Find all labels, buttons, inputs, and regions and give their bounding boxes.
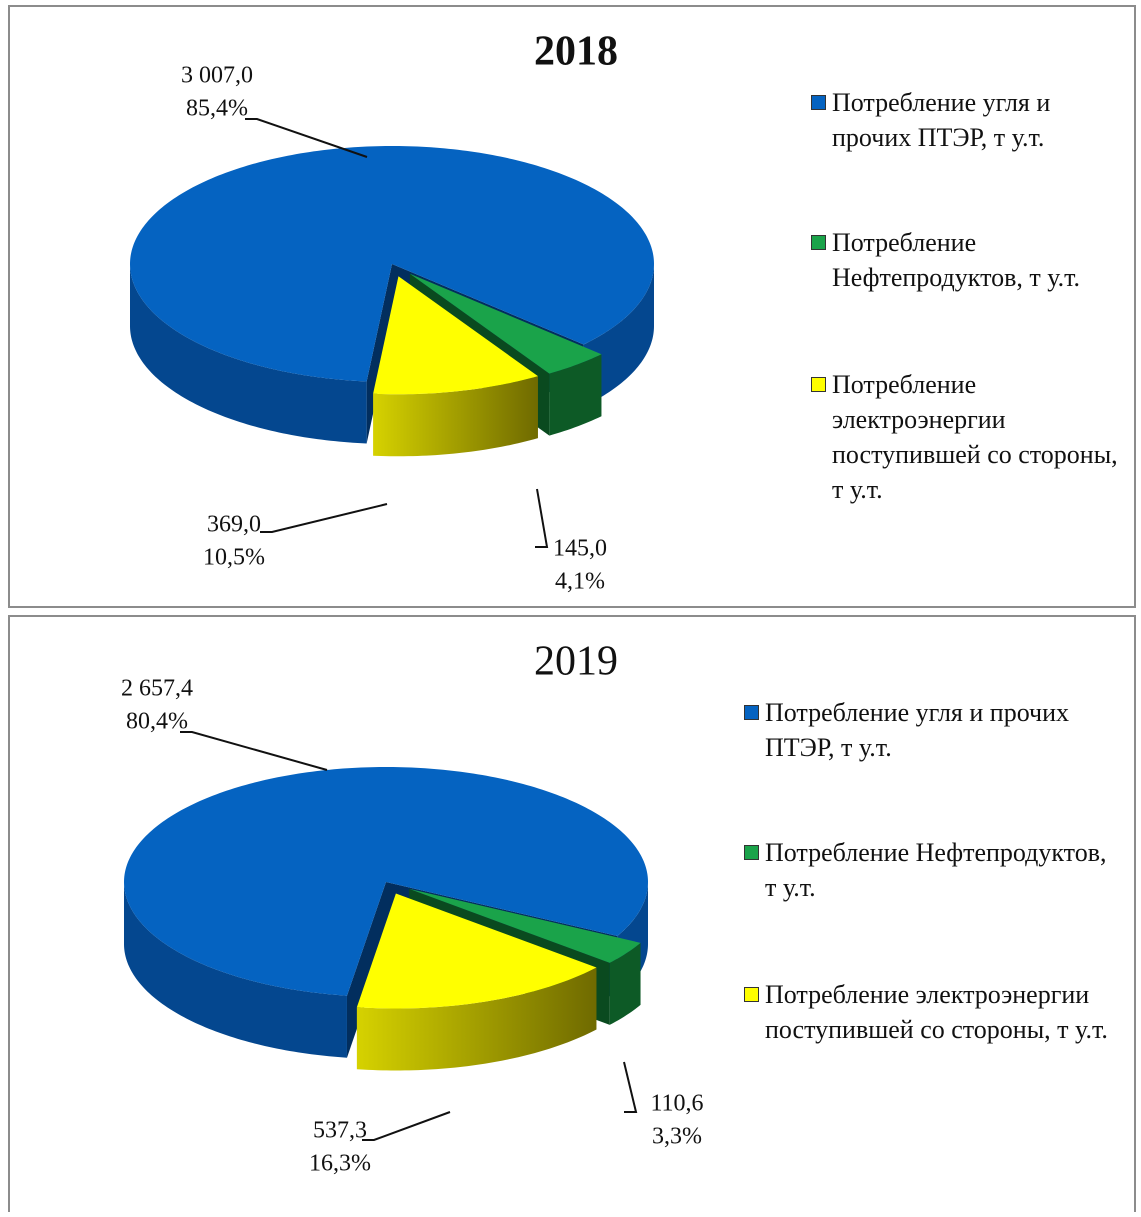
slice-wall bbox=[130, 264, 367, 444]
percent-label: 85,4% bbox=[186, 96, 248, 122]
percent-label: 4,1% bbox=[555, 569, 605, 595]
legend-swatch bbox=[744, 845, 759, 860]
legend-label: Потребление Нефтепродуктов, т у.т. bbox=[765, 838, 1107, 902]
value-label: 537,3 bbox=[313, 1118, 367, 1144]
slice-top bbox=[373, 276, 538, 395]
leader-line bbox=[535, 488, 549, 548]
slice-side bbox=[346, 882, 386, 1058]
slice-wall bbox=[356, 967, 597, 1071]
leader-line bbox=[260, 503, 388, 533]
legend-swatch bbox=[811, 235, 826, 250]
chart-panel: 2019 2 657,4 80,4% 110,6 3,3% 537,3 16,3% Потре… bbox=[8, 615, 1136, 1212]
leader-line bbox=[245, 118, 368, 158]
legend-label: Потребление угля и прочих ПТЭР, т у.т. bbox=[765, 698, 1070, 762]
percent-label: 16,3% bbox=[309, 1151, 371, 1177]
legend-label: Потребление электроэнергии поступившей с… bbox=[765, 980, 1108, 1044]
percent-label: 10,5% bbox=[203, 545, 265, 571]
value-label: 3 007,0 bbox=[181, 63, 253, 89]
legend-item: Потребление электроэнергии поступившей с… bbox=[744, 977, 1115, 1047]
percent-label: 3,3% bbox=[652, 1124, 702, 1150]
slice-wall bbox=[609, 942, 641, 1025]
legend-label: Потребление электроэнергии поступившей с… bbox=[832, 370, 1118, 504]
legend-item: Потребление Нефтепродуктов, т у.т. bbox=[744, 835, 1115, 905]
slice-wall bbox=[373, 376, 538, 457]
value-label: 2 657,4 bbox=[121, 676, 193, 702]
legend-item: Потребление Нефтепродуктов, т у.т. bbox=[811, 225, 1132, 295]
pie-chart: 2018 3 007,0 85,4% 145,0 4,1% 369,0 10,5% bbox=[130, 29, 654, 595]
legend-swatch bbox=[811, 377, 826, 392]
slice bbox=[373, 276, 538, 457]
value-label: 369,0 bbox=[207, 512, 261, 538]
legend-label: Потребление угля и прочих ПТЭР, т у.т. bbox=[832, 88, 1051, 152]
chart-title: 2019 bbox=[534, 639, 618, 685]
leader-line bbox=[623, 1061, 638, 1113]
legend-item: Потребление угля и прочих ПТЭР, т у.т. bbox=[744, 695, 1115, 765]
slice-top bbox=[409, 273, 602, 374]
leader-line bbox=[180, 731, 328, 771]
legend-label: Потребление Нефтепродуктов, т у.т. bbox=[832, 228, 1081, 292]
chart-panel: 2018 3 007,0 85,4% 145,0 4,1% 369,0 10,5% Потре… bbox=[8, 5, 1136, 608]
slice-top bbox=[130, 146, 654, 382]
slice-wall bbox=[549, 354, 602, 436]
value-label: 145,0 bbox=[553, 536, 607, 562]
slice-top bbox=[356, 893, 597, 1009]
chart-title: 2018 bbox=[534, 29, 618, 75]
slice bbox=[356, 893, 597, 1071]
percent-label: 80,4% bbox=[126, 709, 188, 735]
legend-swatch bbox=[811, 95, 826, 110]
pie-chart: 2019 2 657,4 80,4% 110,6 3,3% 537,3 16,3% bbox=[121, 639, 704, 1177]
slice-wall bbox=[124, 882, 347, 1058]
legend-swatch bbox=[744, 705, 759, 720]
slice-top bbox=[124, 767, 648, 996]
slice-top bbox=[409, 888, 641, 963]
legend-item: Потребление угля и прочих ПТЭР, т у.т. bbox=[811, 85, 1132, 155]
slice-side bbox=[366, 264, 392, 444]
legend-swatch bbox=[744, 987, 759, 1002]
value-label: 110,6 bbox=[650, 1091, 703, 1117]
legend-item: Потребление электроэнергии поступившей с… bbox=[811, 367, 1132, 507]
leader-line bbox=[362, 1111, 451, 1141]
